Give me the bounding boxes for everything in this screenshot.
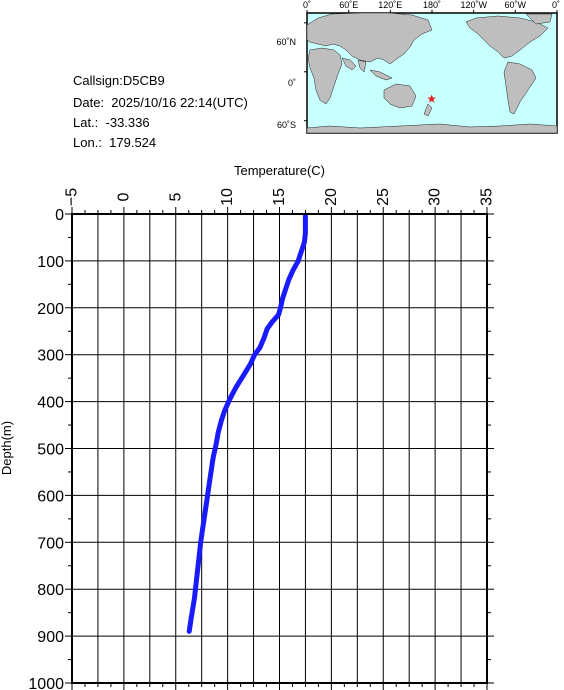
y-tick-label: 600 <box>37 488 64 505</box>
location-map: 0˚ 60˚E 120˚E 180˚ 120˚W 60˚W 0˚ 60˚N 0˚… <box>276 0 560 134</box>
map-ticks <box>304 10 558 122</box>
map-lon-label-180: 180˚ <box>423 0 441 10</box>
station-star-icon <box>427 94 436 103</box>
y-tick-label: 200 <box>37 301 64 318</box>
y-tick-label: 500 <box>37 442 64 459</box>
station-marker-icon <box>427 94 436 103</box>
y-tick-labels: 0 100 200 300 400 500 600 700 800 900 1000 <box>28 207 64 690</box>
x-tick-label: 30 <box>427 188 444 206</box>
map-lon-label-120w: 120˚W <box>460 0 487 10</box>
x-tick-label: −5 <box>64 188 81 206</box>
y-tick-label: 300 <box>37 348 64 365</box>
y-axis-label: Depth(m) <box>0 421 14 475</box>
y-tick-label: 800 <box>37 582 64 599</box>
grid <box>71 213 488 684</box>
y-tick-label: 400 <box>37 395 64 412</box>
map-lon-label-60w: 60˚W <box>505 0 527 10</box>
y-tick-label: 1000 <box>28 676 64 690</box>
date-text: Date: 2025/10/16 22:14(UTC) <box>73 95 248 110</box>
temperature-profile-line <box>186 213 308 634</box>
map-lon-label-0: 0˚ <box>303 0 311 10</box>
map-lat-label-0: 0˚ <box>288 78 296 88</box>
x-tick-labels: −5 0 5 10 15 20 25 30 35 <box>64 188 496 206</box>
x-tick-label: 20 <box>323 188 340 206</box>
y-tick-label: 700 <box>37 535 64 552</box>
map-lon-label-60e: 60˚E <box>339 0 358 10</box>
y-tick-label: 900 <box>37 629 64 646</box>
callsign-text: Callsign:D5CB9 <box>73 73 165 88</box>
map-land <box>306 12 558 134</box>
latitude-text: Lat.: -33.336 <box>73 115 150 130</box>
x-tick-label: 15 <box>271 188 288 206</box>
x-tick-label: 35 <box>479 188 496 206</box>
map-lat-label-60s: 60˚S <box>277 120 296 130</box>
map-lat-label-60n: 60˚N <box>276 37 296 47</box>
x-axis-label: Temperature(C) <box>234 163 325 178</box>
x-tick-label: 10 <box>219 188 236 206</box>
plot-frame <box>71 213 488 684</box>
map-lon-label-120e: 120˚E <box>378 0 402 10</box>
x-tick-label: 25 <box>375 188 392 206</box>
y-tick-label: 0 <box>55 207 64 224</box>
x-tick-label: 5 <box>167 192 184 201</box>
longitude-text: Lon.: 179.524 <box>73 135 157 150</box>
y-tick-label: 100 <box>37 254 64 271</box>
series-layer <box>186 213 308 634</box>
x-tick-label: 0 <box>115 192 132 201</box>
map-lon-label-0-end: 0˚ <box>552 0 560 10</box>
